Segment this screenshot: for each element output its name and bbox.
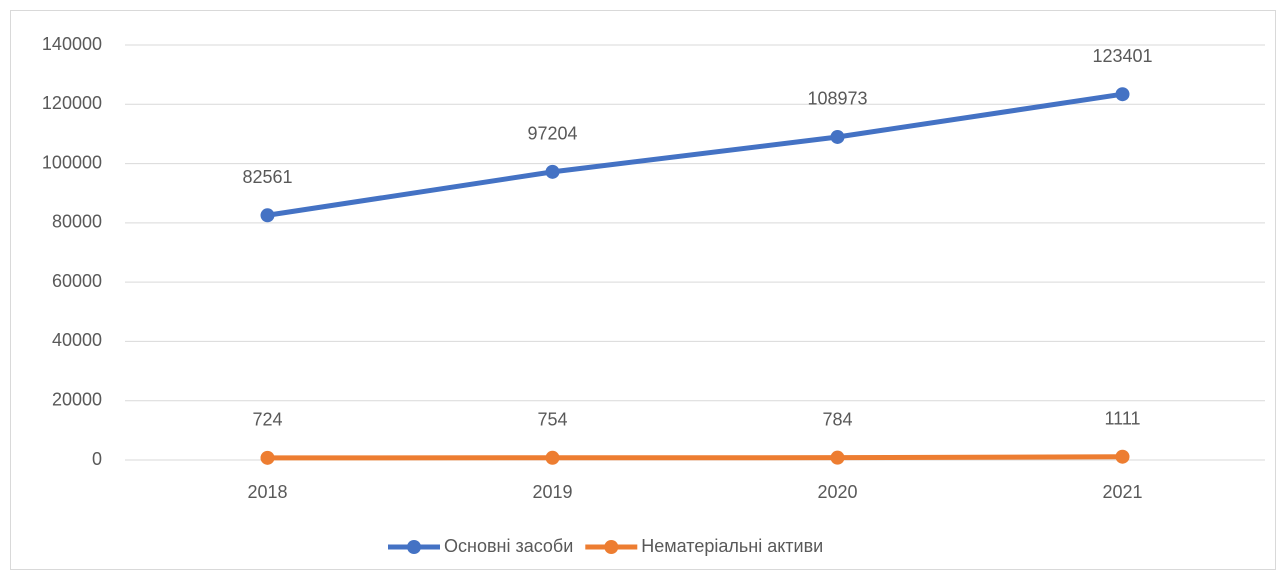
- y-tick-label: 100000: [42, 152, 102, 172]
- y-tick-label: 80000: [52, 212, 102, 232]
- x-tick-label: 2019: [532, 482, 572, 502]
- y-tick-label: 40000: [52, 330, 102, 350]
- legend-label: Нематеріальні активи: [641, 536, 823, 556]
- data-label: 754: [537, 410, 567, 430]
- data-point: [260, 208, 275, 223]
- y-tick-label: 120000: [42, 93, 102, 113]
- x-tick-label: 2018: [247, 482, 287, 502]
- y-tick-label: 20000: [52, 389, 102, 409]
- legend-label: Основні засоби: [444, 536, 573, 556]
- data-point: [545, 164, 560, 179]
- data-label: 784: [822, 409, 852, 429]
- x-tick-label: 2021: [1102, 482, 1142, 502]
- chart-frame: [10, 10, 1276, 570]
- data-point: [1115, 87, 1130, 102]
- legend-marker: [604, 540, 619, 554]
- data-label: 123401: [1092, 46, 1152, 66]
- series-line: [265, 91, 1125, 218]
- data-point: [830, 450, 845, 465]
- x-tick-label: 2020: [817, 482, 857, 502]
- data-label: 1111: [1104, 408, 1140, 428]
- data-label: 97204: [527, 124, 577, 144]
- series-line: [265, 454, 1125, 461]
- data-point: [260, 450, 275, 465]
- y-tick-label: 60000: [52, 271, 102, 291]
- legend-marker: [407, 540, 421, 554]
- data-point: [1115, 449, 1130, 464]
- data-point: [545, 450, 560, 465]
- data-label: 82561: [242, 167, 292, 187]
- data-label: 108973: [807, 89, 867, 109]
- data-point: [830, 129, 845, 144]
- data-label: 724: [252, 410, 282, 430]
- y-tick-label: 0: [92, 449, 102, 469]
- y-tick-label: 140000: [42, 34, 102, 54]
